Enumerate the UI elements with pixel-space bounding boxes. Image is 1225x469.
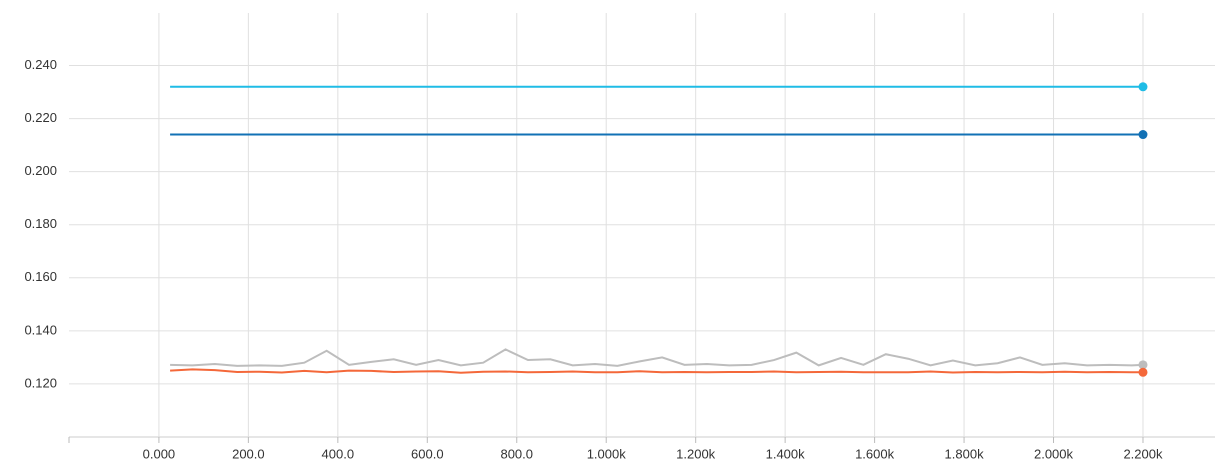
- x-tick-label: 1.800k: [945, 446, 985, 461]
- x-tick-label: 600.0: [411, 446, 444, 461]
- y-tick-label: 0.240: [24, 57, 57, 72]
- x-tick-label: 2.000k: [1034, 446, 1074, 461]
- x-tick-label: 1.600k: [855, 446, 895, 461]
- y-tick-label: 0.200: [24, 163, 57, 178]
- series-line: [170, 348, 1144, 367]
- y-tick-label: 0.160: [24, 269, 57, 284]
- series-end-dot: [1138, 360, 1148, 370]
- series-end-dot: [1138, 82, 1148, 92]
- series-end-dot: [1138, 130, 1148, 140]
- y-tick-label: 0.180: [24, 216, 57, 231]
- x-tick-label: 0.000: [143, 446, 176, 461]
- x-tick-label: 1.000k: [587, 446, 627, 461]
- x-tick-label: 1.400k: [766, 446, 806, 461]
- y-tick-label: 0.120: [24, 375, 57, 390]
- x-tick-label: 800.0: [500, 446, 533, 461]
- y-tick-label: 0.220: [24, 110, 57, 125]
- y-tick-label: 0.140: [24, 322, 57, 337]
- x-tick-label: 400.0: [322, 446, 355, 461]
- series-end-dot: [1138, 367, 1148, 377]
- x-tick-label: 2.200k: [1123, 446, 1163, 461]
- x-tick-label: 200.0: [232, 446, 265, 461]
- series-line: [170, 368, 1143, 374]
- x-tick-label: 1.200k: [676, 446, 716, 461]
